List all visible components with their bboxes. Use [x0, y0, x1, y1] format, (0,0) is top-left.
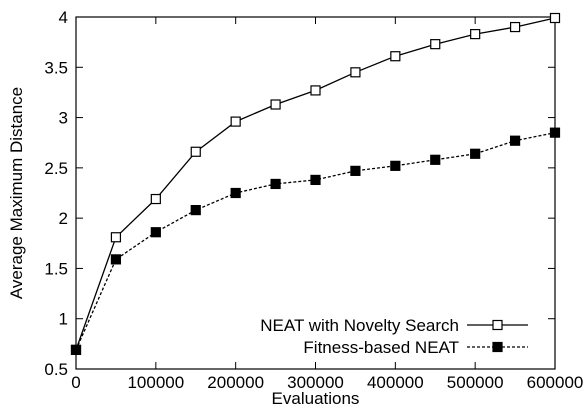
series-2-point [390, 160, 401, 171]
series-1-point [110, 232, 122, 243]
legend: NEAT with Novelty Search Fitness-based NE… [260, 316, 528, 357]
x-tick-label: 0 [71, 373, 80, 392]
series-2-point [150, 227, 161, 238]
legend-marker [492, 319, 503, 331]
series-layer [70, 12, 561, 355]
series-1-point [270, 99, 281, 110]
legend-marker [492, 341, 503, 353]
y-axis-title: Average Maximum Distance [7, 87, 26, 299]
series-2-point [190, 204, 201, 216]
series-1-point [509, 21, 521, 33]
y-axis-ticks: 0.5 1 1.5 2 2.5 3 3.5 4 [44, 8, 555, 379]
series-1-point [350, 67, 361, 78]
series-1-point [230, 116, 241, 127]
series-2-point [230, 187, 241, 199]
series-2-point [350, 165, 361, 176]
y-tick-label: 3 [59, 109, 68, 128]
series-2-point [509, 135, 521, 146]
series-2-point [470, 148, 481, 159]
series-1-point [390, 51, 401, 62]
legend-label: Fitness-based NEAT [303, 338, 459, 357]
series-1-point [470, 28, 481, 40]
series-2-point [110, 254, 122, 265]
x-tick-label: 600000 [527, 373, 584, 392]
x-tick-label: 400000 [367, 373, 424, 392]
y-tick-label: 1.5 [44, 259, 68, 278]
series-2-point [430, 154, 441, 165]
y-tick-label: 3.5 [44, 58, 68, 77]
y-tick-label: 2.5 [44, 159, 68, 178]
x-tick-label: 100000 [127, 373, 184, 392]
series-2-point [310, 174, 321, 186]
series-2-point [549, 127, 561, 138]
y-tick-label: 4 [59, 8, 68, 27]
y-tick-label: 2 [59, 209, 68, 228]
x-tick-label: 500000 [447, 373, 504, 392]
x-tick-label: 300000 [287, 373, 344, 392]
series-2-point [270, 178, 281, 190]
series-1-point [549, 12, 561, 24]
series-2-point [70, 344, 82, 355]
y-tick-label: 0.5 [44, 360, 68, 379]
series-1-point [310, 85, 321, 96]
series-1-point [430, 39, 441, 50]
x-axis-title: Evaluations [272, 389, 360, 408]
x-tick-label: 200000 [207, 373, 264, 392]
series-1-point [190, 146, 201, 157]
y-tick-label: 1 [59, 310, 68, 329]
series-1-point [150, 193, 161, 205]
legend-label: NEAT with Novelty Search [260, 316, 459, 335]
x-axis-ticks: 0 100000 200000 300000 400000 500000 600000 [71, 17, 583, 392]
